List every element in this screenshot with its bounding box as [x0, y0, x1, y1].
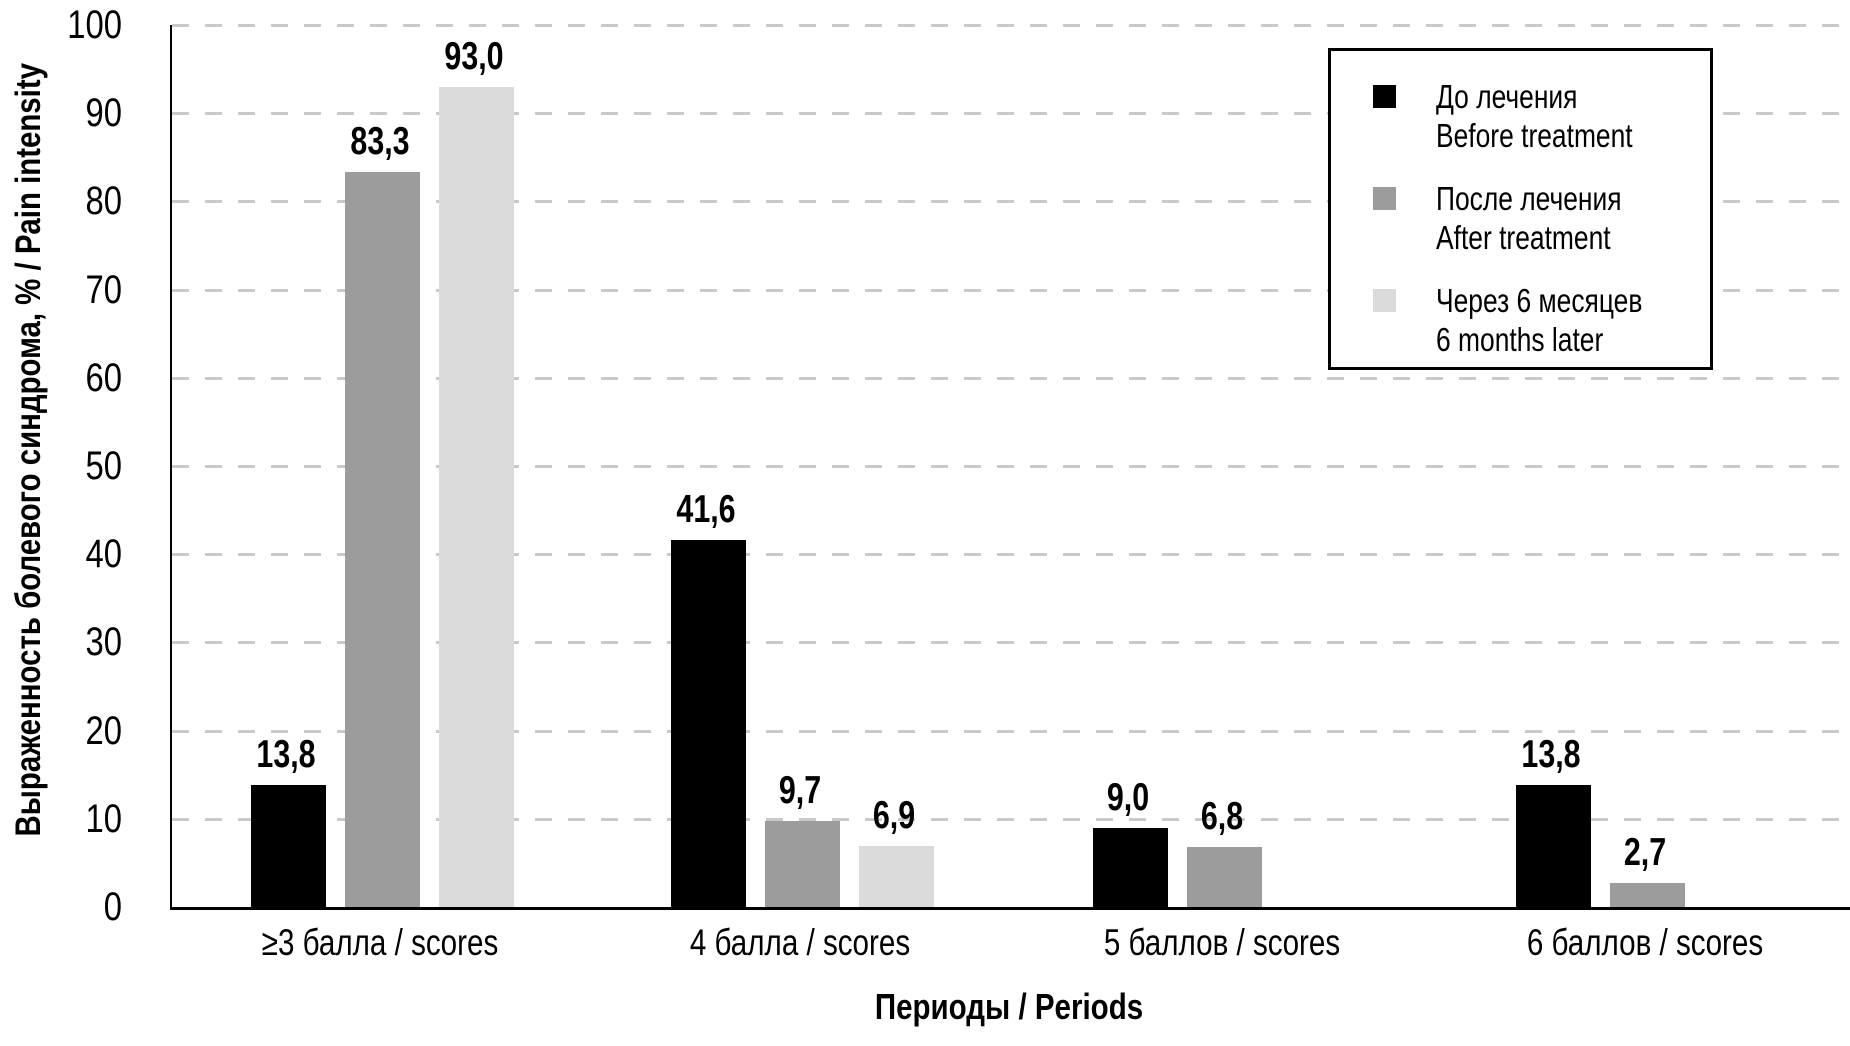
- x-category-label: 4 балла / scores: [689, 922, 911, 963]
- bar: [858, 846, 934, 907]
- x-category-label: 5 баллов / scores: [1103, 922, 1341, 963]
- gridline-100: [172, 24, 1850, 27]
- legend-label-6-months-later: Через 6 месяцев 6 months later: [1436, 281, 1642, 359]
- y-tick-label-100: 100: [67, 3, 122, 47]
- bar: [344, 172, 420, 907]
- bar: [438, 86, 514, 907]
- bar-value-label: 9,0: [1106, 775, 1150, 819]
- x-category-label: ≥3 балла / scores: [261, 922, 499, 963]
- gridline-80: [172, 200, 1850, 204]
- gridline-90: [172, 112, 1850, 116]
- gridline-20: [172, 729, 1850, 733]
- y-tick-label-80: 80: [85, 179, 122, 224]
- bar-value-label: 93,0: [444, 34, 504, 78]
- bar: [1515, 785, 1591, 907]
- legend-swatch-lightgray-icon: [1373, 289, 1396, 312]
- x-category-label: 6 баллов / scores: [1526, 922, 1764, 963]
- gridline-60: [172, 376, 1850, 380]
- y-tick-label-60: 60: [85, 355, 122, 400]
- bar-value-label: 13,8: [1521, 733, 1581, 777]
- y-tick-label-10: 10: [85, 796, 122, 841]
- bar: [1186, 847, 1262, 907]
- bar: [1609, 883, 1685, 907]
- y-tick-label-0: 0: [103, 885, 122, 929]
- bar: [670, 540, 746, 907]
- legend-item-after-treatment: После лечения After treatment: [1331, 179, 1710, 257]
- legend-swatch-gray-icon: [1373, 187, 1396, 210]
- bar-value-label: 41,6: [676, 488, 736, 532]
- y-tick-label-50: 50: [85, 444, 122, 488]
- legend-label-ru: После лечения: [1436, 180, 1622, 217]
- legend-label-ru: До лечения: [1436, 78, 1578, 115]
- gridline-50: [172, 465, 1850, 468]
- legend-label-before-treatment: До лечения Before treatment: [1436, 77, 1633, 155]
- legend-label-en: 6 months later: [1436, 321, 1604, 358]
- legend-label-after-treatment: После лечения After treatment: [1436, 179, 1622, 257]
- legend-item-before-treatment: До лечения Before treatment: [1331, 77, 1710, 155]
- bar-value-label: 13,8: [256, 733, 316, 777]
- plot-area: [170, 24, 1850, 910]
- gridline-70: [172, 288, 1850, 292]
- bar-value-label: 2,7: [1623, 831, 1667, 875]
- y-tick-label-20: 20: [85, 708, 122, 753]
- legend-label-ru: Через 6 месяцев: [1436, 282, 1643, 319]
- bar: [1092, 827, 1168, 907]
- legend-item-6-months-later: Через 6 месяцев 6 months later: [1331, 281, 1710, 359]
- legend-label-en: Before treatment: [1436, 117, 1633, 154]
- bar-value-label: 9,7: [778, 769, 822, 813]
- legend: До лечения Before treatment После лечени…: [1328, 48, 1713, 370]
- y-tick-label-40: 40: [85, 532, 122, 577]
- x-axis-title: Периоды / Periods: [874, 986, 1144, 1027]
- bar-value-label: 6,9: [872, 794, 916, 838]
- bar: [250, 785, 326, 907]
- legend-swatch-black-icon: [1373, 85, 1396, 108]
- y-tick-label-30: 30: [85, 620, 122, 665]
- y-tick-label-90: 90: [85, 91, 122, 136]
- bar: [764, 821, 840, 907]
- y-tick-label-70: 70: [85, 267, 122, 312]
- bar-value-label: 83,3: [350, 120, 410, 164]
- bar-value-label: 6,8: [1200, 795, 1244, 839]
- gridline-40: [172, 553, 1850, 557]
- gridline-10: [172, 817, 1850, 821]
- gridline-30: [172, 641, 1850, 645]
- legend-label-en: After treatment: [1436, 219, 1611, 256]
